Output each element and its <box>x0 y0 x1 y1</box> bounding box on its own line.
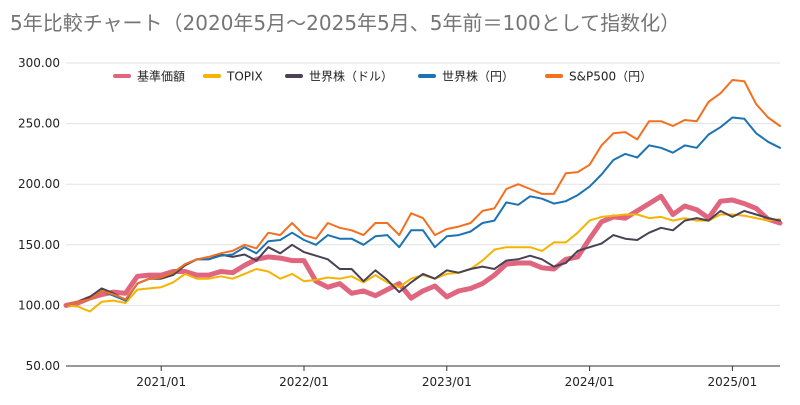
legend-item: TOPIX <box>203 70 263 84</box>
legend: 基準価額 TOPIX 世界株（ドル） 世界株（円） S&P500（円） <box>113 69 652 84</box>
legend-label: TOPIX <box>226 70 263 84</box>
x-tick-label: 2025/01 <box>707 375 757 389</box>
legend-item: 基準価額 <box>113 69 185 84</box>
series-line-5 <box>65 79 781 307</box>
legend-label: 世界株（円） <box>442 69 514 84</box>
x-tick-label: 2022/01 <box>279 375 329 389</box>
x-tick-label: 2021/01 <box>136 375 186 389</box>
x-tick-label: 2024/01 <box>565 375 615 389</box>
y-tick-label: 150.00 <box>18 238 60 252</box>
legend-item: S&P500（円） <box>545 70 652 84</box>
legend-label: 基準価額 <box>137 69 185 84</box>
x-tick-label: 2023/01 <box>422 375 472 389</box>
chart-title: 5年比較チャート（2020年5月〜2025年5月、5年前＝100として指数化） <box>10 11 680 35</box>
series-layer <box>63 79 783 313</box>
y-tick-label: 300.00 <box>18 56 60 70</box>
y-tick-label: 200.00 <box>18 177 60 191</box>
y-tick-label: 100.00 <box>18 298 60 312</box>
legend-item: 世界株（ドル） <box>285 69 393 84</box>
legend-label: S&P500（円） <box>569 70 652 84</box>
y-tick-label: 50.00 <box>26 359 60 373</box>
legend-item: 世界株（円） <box>418 69 514 84</box>
grid <box>66 62 780 306</box>
y-tick-label: 250.00 <box>18 117 60 131</box>
series-line-1 <box>63 193 783 308</box>
axes: 50.00 100.00 150.00 200.00 250.00 300.00 2021/… <box>18 56 780 389</box>
legend-label: 世界株（ドル） <box>309 69 393 84</box>
